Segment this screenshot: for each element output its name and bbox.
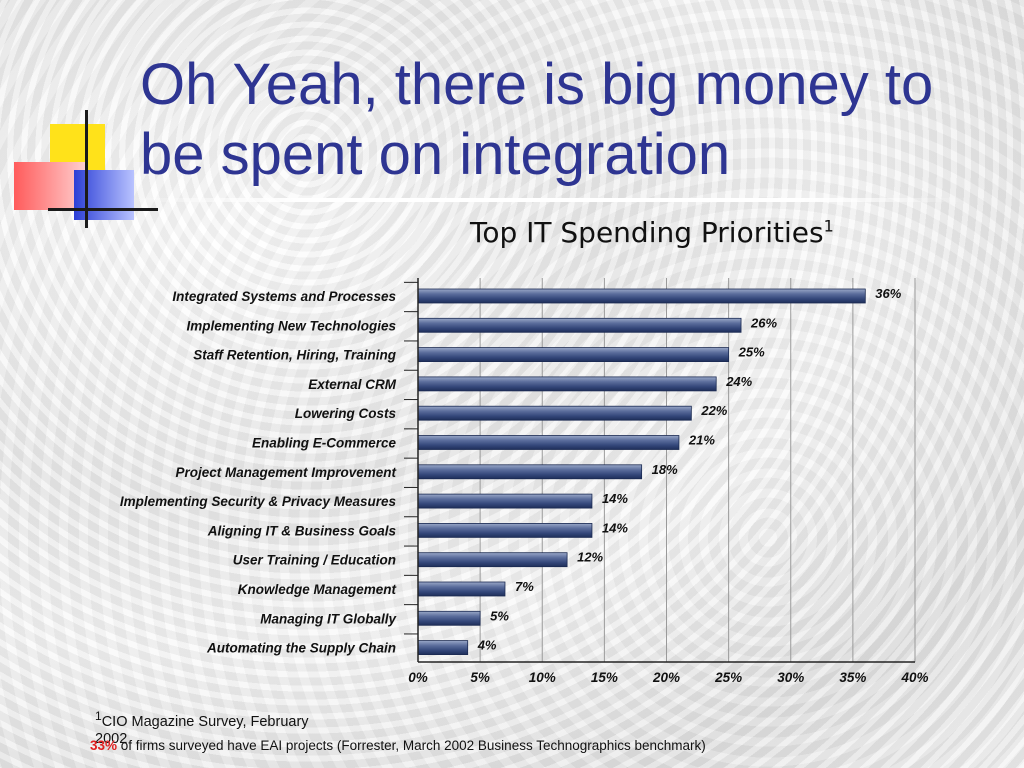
slide-title: Oh Yeah, there is big money to be spent … bbox=[140, 52, 934, 187]
footnote-text: CIO Magazine Survey, February 2002 bbox=[95, 713, 309, 747]
value-label: 18% bbox=[652, 462, 678, 477]
bar bbox=[417, 288, 866, 304]
category-label: Enabling E-Commerce bbox=[252, 436, 397, 451]
bar bbox=[417, 317, 742, 333]
bars bbox=[417, 288, 866, 656]
bar bbox=[417, 464, 643, 480]
category-label: Implementing New Technologies bbox=[186, 318, 396, 333]
bar bbox=[417, 376, 717, 392]
x-tick-label: 0% bbox=[408, 670, 428, 685]
bar bbox=[417, 347, 730, 362]
decorative-squares-logo bbox=[12, 110, 158, 235]
value-label: 14% bbox=[602, 491, 628, 506]
value-label: 5% bbox=[490, 608, 509, 623]
value-label: 14% bbox=[602, 520, 628, 535]
value-label: 22% bbox=[700, 403, 727, 418]
x-tick-label: 25% bbox=[714, 670, 742, 685]
category-label: Lowering Costs bbox=[295, 406, 397, 421]
bar bbox=[417, 522, 593, 538]
bottom-note-highlight: 33% bbox=[90, 738, 118, 753]
category-label: Managing IT Globally bbox=[260, 611, 397, 626]
blue-square bbox=[74, 170, 134, 220]
bar bbox=[417, 640, 469, 656]
x-tick-label: 15% bbox=[591, 670, 618, 685]
category-label: Knowledge Management bbox=[238, 582, 397, 597]
value-label: 26% bbox=[750, 315, 777, 330]
category-label: Project Management Improvement bbox=[175, 465, 396, 480]
x-tick-label: 5% bbox=[470, 670, 490, 685]
bottom-note-text: of firms surveyed have EAI projects (For… bbox=[117, 738, 706, 753]
category-label: Automating the Supply Chain bbox=[206, 641, 396, 656]
category-label: Integrated Systems and Processes bbox=[172, 289, 396, 304]
value-label: 25% bbox=[738, 345, 765, 360]
bar bbox=[417, 493, 593, 509]
category-label: Staff Retention, Hiring, Training bbox=[193, 348, 397, 363]
value-label: 24% bbox=[725, 374, 752, 389]
value-label: 4% bbox=[477, 638, 497, 653]
axes: 0% 5% 10% 15% 20% 25% 30% 35% 40% Integrated Syst… bbox=[120, 278, 929, 685]
chart-title-text: Top IT Spending Priorities bbox=[470, 216, 824, 249]
x-tick-label: 20% bbox=[652, 670, 680, 685]
value-label: 21% bbox=[688, 433, 715, 448]
bar-chart: 0% 5% 10% 15% 20% 25% 30% 35% 40% Integrated Syst… bbox=[120, 278, 929, 685]
chart-title: Top IT Spending Priorities1 bbox=[470, 216, 834, 249]
bar bbox=[417, 610, 481, 626]
x-tick-label: 10% bbox=[529, 670, 556, 685]
bar bbox=[417, 435, 680, 450]
category-label: Aligning IT & Business Goals bbox=[207, 523, 397, 538]
vertical-line bbox=[85, 110, 88, 228]
category-label: External CRM bbox=[308, 377, 397, 392]
chart-title-superscript: 1 bbox=[823, 216, 834, 236]
title-divider bbox=[130, 198, 970, 202]
category-label: User Training / Education bbox=[233, 553, 396, 568]
x-tick-label: 40% bbox=[900, 670, 928, 685]
footnote: 1CIO Magazine Survey, February 2002 bbox=[95, 708, 335, 748]
value-label: 7% bbox=[515, 579, 534, 594]
horizontal-line bbox=[48, 208, 158, 211]
bottom-note: 33% of firms surveyed have EAI projects … bbox=[90, 738, 706, 753]
category-label: Implementing Security & Privacy Measures bbox=[120, 494, 397, 509]
value-label: 36% bbox=[875, 286, 901, 301]
bar bbox=[417, 405, 692, 421]
x-tick-label: 30% bbox=[777, 670, 804, 685]
footnote-mark: 1 bbox=[95, 709, 102, 723]
x-tick-label: 35% bbox=[839, 670, 866, 685]
value-label: 12% bbox=[577, 550, 603, 565]
bar bbox=[417, 581, 506, 597]
bar bbox=[417, 552, 568, 568]
